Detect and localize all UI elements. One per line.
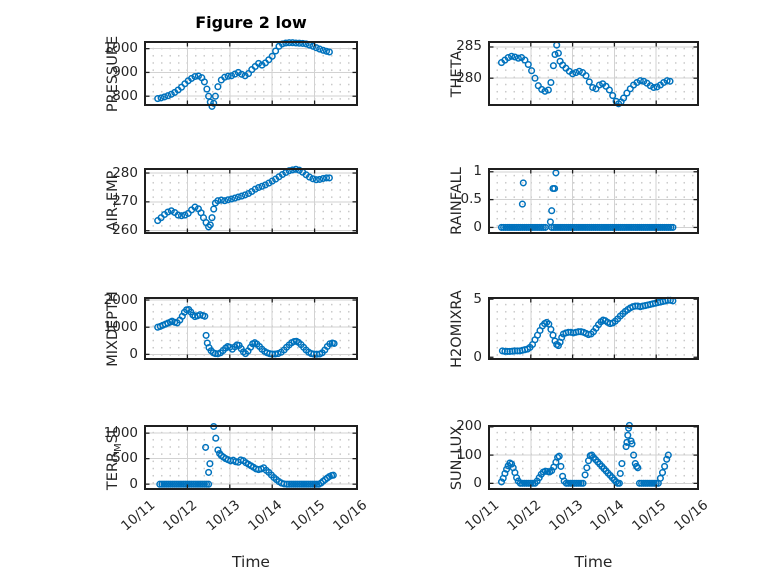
x-axis-label: Time xyxy=(232,553,270,571)
y-tick-label: 1000 xyxy=(103,424,138,441)
y-tick-label: 100 xyxy=(456,446,482,463)
y-tick-label: 280 xyxy=(112,164,138,181)
plot-canvas-sunflux xyxy=(488,421,699,490)
plot-canvas-pressure xyxy=(144,39,358,110)
scatter-series-h2omixra xyxy=(498,296,677,355)
y-tick-label: 260 xyxy=(112,222,138,239)
x-tick-label: 10/15 xyxy=(629,497,670,535)
plot-area xyxy=(489,42,698,105)
y-tick-label: 0 xyxy=(129,345,138,362)
scatter-series-theta xyxy=(497,41,674,108)
y-tick-label: 270 xyxy=(112,193,138,210)
y-tick-label: 200 xyxy=(456,418,482,435)
x-tick-label: 10/14 xyxy=(245,497,286,535)
y-tick-label: 1000 xyxy=(103,318,138,335)
x-tick-label: 10/16 xyxy=(671,497,712,535)
y-tick-label: 1 xyxy=(473,163,482,180)
plot-canvas-airtemp xyxy=(144,165,358,234)
y-tick-label: 800 xyxy=(112,87,138,104)
x-tick-label: 10/12 xyxy=(160,497,201,535)
x-axis-label: Time xyxy=(574,553,613,571)
y-tick-label: 1000 xyxy=(103,40,138,57)
x-tick-label: 10/16 xyxy=(330,497,371,535)
figure-title: Figure 2 low xyxy=(195,13,307,32)
plot-canvas-theta xyxy=(488,41,699,108)
y-tick-label: 0 xyxy=(473,218,482,235)
scatter-series-sunflux xyxy=(497,421,672,487)
plot-canvas-rainfall xyxy=(488,168,699,234)
y-tick-label: 500 xyxy=(112,450,138,467)
scatter-series-pressure xyxy=(154,39,333,110)
y-tick-label: 0.5 xyxy=(460,191,482,208)
x-tick-label: 10/14 xyxy=(587,497,628,535)
plot-canvas-h2omixra xyxy=(488,296,699,360)
scatter-series-terrmsl xyxy=(156,422,337,488)
y-tick-label: 0 xyxy=(473,348,482,365)
y-tick-label: 280 xyxy=(456,69,482,86)
y-tick-label: 5 xyxy=(473,290,482,307)
scatter-series-mixdepth xyxy=(154,305,338,358)
scatter-series-airtemp xyxy=(154,165,333,231)
plot-canvas-terrmsl xyxy=(144,422,358,490)
plot-area xyxy=(145,169,357,233)
y-tick-label: 0 xyxy=(129,475,138,492)
plot-canvas-mixdepth xyxy=(144,297,358,360)
y-tick-label: 900 xyxy=(112,63,138,80)
y-tick-label: 0 xyxy=(473,474,482,491)
x-tick-label: 10/15 xyxy=(287,497,328,535)
x-tick-label: 10/13 xyxy=(202,497,244,535)
y-tick-label: 285 xyxy=(456,38,482,55)
x-tick-label: 10/12 xyxy=(503,497,545,535)
x-tick-label: 10/13 xyxy=(545,497,586,535)
scatter-series-rainfall xyxy=(497,169,677,231)
y-tick-label: 2000 xyxy=(103,291,138,308)
